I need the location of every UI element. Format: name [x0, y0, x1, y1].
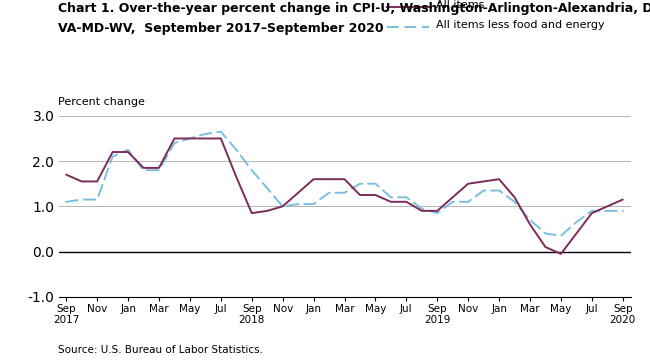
All items [124, 150, 132, 154]
Line: All items less food and energy: All items less food and energy [66, 132, 623, 236]
All items less food and energy [233, 148, 240, 152]
All items less food and energy [495, 188, 503, 193]
All items [573, 231, 580, 236]
All items [603, 204, 611, 209]
All items less food and energy [62, 200, 70, 204]
All items less food and energy [325, 191, 333, 195]
All items [186, 136, 194, 141]
All items less food and energy [170, 141, 178, 145]
All items [619, 197, 627, 202]
All items [93, 179, 101, 184]
All items [464, 182, 472, 186]
All items [541, 245, 549, 249]
All items less food and energy [573, 220, 580, 224]
All items less food and energy [603, 209, 611, 213]
Text: Source: U.S. Bureau of Labor Statistics.: Source: U.S. Bureau of Labor Statistics. [58, 345, 263, 355]
All items [418, 209, 426, 213]
All items [356, 193, 364, 197]
All items [248, 211, 255, 215]
All items less food and energy [202, 132, 209, 136]
All items less food and energy [263, 186, 271, 190]
All items less food and energy [155, 168, 163, 172]
All items [233, 175, 240, 179]
All items [140, 166, 148, 170]
All items less food and energy [279, 204, 287, 209]
All items [511, 195, 519, 199]
All items [495, 177, 503, 181]
All items less food and energy [217, 130, 225, 134]
All items [341, 177, 348, 181]
All items less food and energy [294, 202, 302, 206]
All items less food and energy [434, 211, 441, 215]
Text: Percent change: Percent change [58, 97, 146, 107]
All items less food and energy [619, 209, 627, 213]
All items less food and energy [140, 168, 148, 172]
All items [155, 166, 163, 170]
All items [448, 195, 456, 199]
All items less food and energy [541, 231, 549, 236]
All items [325, 177, 333, 181]
All items [263, 209, 271, 213]
All items less food and energy [557, 233, 565, 238]
All items less food and energy [526, 218, 534, 222]
Text: All items less food and energy: All items less food and energy [436, 20, 604, 30]
All items less food and energy [109, 154, 116, 159]
Text: Chart 1. Over-the-year percent change in CPI-U, Washington-Arlington-Alexandria,: Chart 1. Over-the-year percent change in… [58, 2, 650, 15]
All items less food and energy [248, 168, 255, 172]
All items less food and energy [341, 191, 348, 195]
All items less food and energy [464, 200, 472, 204]
All items [372, 193, 380, 197]
All items [294, 191, 302, 195]
All items less food and energy [387, 195, 395, 199]
All items [557, 252, 565, 256]
All items less food and energy [124, 148, 132, 152]
All items [526, 222, 534, 227]
All items [387, 200, 395, 204]
All items less food and energy [356, 182, 364, 186]
All items [217, 136, 225, 141]
All items [588, 211, 596, 215]
All items [309, 177, 317, 181]
All items [170, 136, 178, 141]
All items less food and energy [402, 195, 410, 199]
All items [480, 179, 488, 184]
Text: All items: All items [436, 0, 484, 10]
All items [202, 136, 209, 141]
Line: All items: All items [66, 139, 623, 254]
All items less food and energy [588, 209, 596, 213]
Text: VA-MD-WV,  September 2017–September 2020: VA-MD-WV, September 2017–September 2020 [58, 22, 384, 35]
All items less food and energy [418, 206, 426, 211]
All items less food and energy [511, 200, 519, 204]
All items less food and energy [78, 197, 86, 202]
All items less food and energy [309, 202, 317, 206]
All items less food and energy [93, 197, 101, 202]
All items [279, 204, 287, 209]
All items less food and energy [448, 200, 456, 204]
All items [402, 200, 410, 204]
All items less food and energy [372, 182, 380, 186]
All items less food and energy [186, 136, 194, 141]
All items [62, 173, 70, 177]
All items [78, 179, 86, 184]
All items [434, 209, 441, 213]
All items [109, 150, 116, 154]
All items less food and energy [480, 188, 488, 193]
